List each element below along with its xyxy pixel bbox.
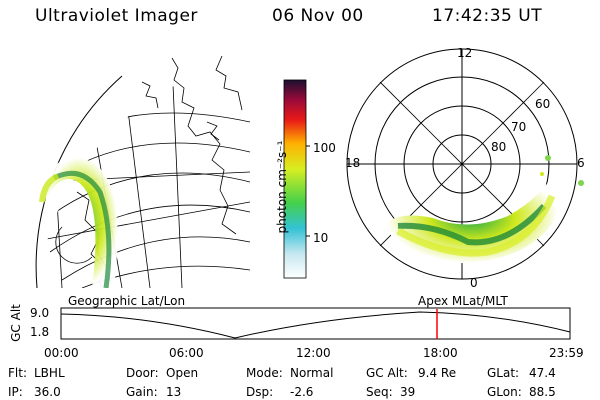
timeline-x-tick-2359: 23:59 [549,346,584,360]
mlt-label-12: 12 [457,46,473,60]
dsp-value: -2.6 [290,385,314,399]
gain-label: Gain: [126,385,158,399]
gc-alt-value: 9.4 Re [418,366,457,380]
time-label: 17:42:35 UT [432,6,543,26]
date-label: 06 Nov 00 [272,6,364,26]
timeline-x-tick-1800: 18:00 [423,346,458,360]
ip-value: 36.0 [34,385,61,399]
dsp-label: Dsp: [246,385,274,399]
apex-title: Apex MLat/MLT [418,294,508,308]
color-scale-bar [283,79,310,279]
gain-value: 13 [166,385,182,399]
ip-label: IP: [8,385,23,399]
colorbar-tick-100: 100 [313,141,336,155]
seq-label: Seq: [366,385,393,399]
glat-label: GLat: [487,366,520,380]
timeline-y-tick-low: 1.8 [30,325,50,339]
mode-label: Mode: [246,366,283,380]
mlt-label-0: 0 [470,276,478,290]
timeline-axis-label: GC Alt [9,304,23,342]
mode-value: Normal [290,366,334,380]
timeline-x-tick-0600: 06:00 [169,346,204,360]
mlat-label-80: 80 [491,140,507,154]
gc-alt-label: GC Alt: [366,366,408,380]
door-value: Open [166,366,199,380]
door-label: Door: [126,366,159,380]
geographic-map [35,55,250,288]
polar-plot [346,48,584,280]
mlt-label-18: 18 [345,156,361,170]
colorbar-unit-label: photon cm⁻²s⁻¹ [275,140,289,234]
altitude-timeline [60,307,571,340]
glon-label: GLon: [487,385,522,399]
timeline-x-tick-0000: 00:00 [44,346,79,360]
instrument-title: Ultraviolet Imager [35,6,198,26]
timeline-x-tick-1200: 12:00 [296,346,331,360]
seq-value: 39 [400,385,416,399]
filter-value: LBHL [34,366,65,380]
glat-value: 47.4 [529,366,556,380]
geographic-title: Geographic Lat/Lon [68,294,186,308]
mlat-label-60: 60 [535,97,551,111]
glon-value: 88.5 [529,385,556,399]
mlat-label-70: 70 [511,120,527,134]
colorbar-tick-10: 10 [313,231,329,245]
mlt-label-6: 6 [577,156,585,170]
timeline-y-tick-high: 9.0 [30,306,50,320]
filter-label: Flt: [8,366,27,380]
